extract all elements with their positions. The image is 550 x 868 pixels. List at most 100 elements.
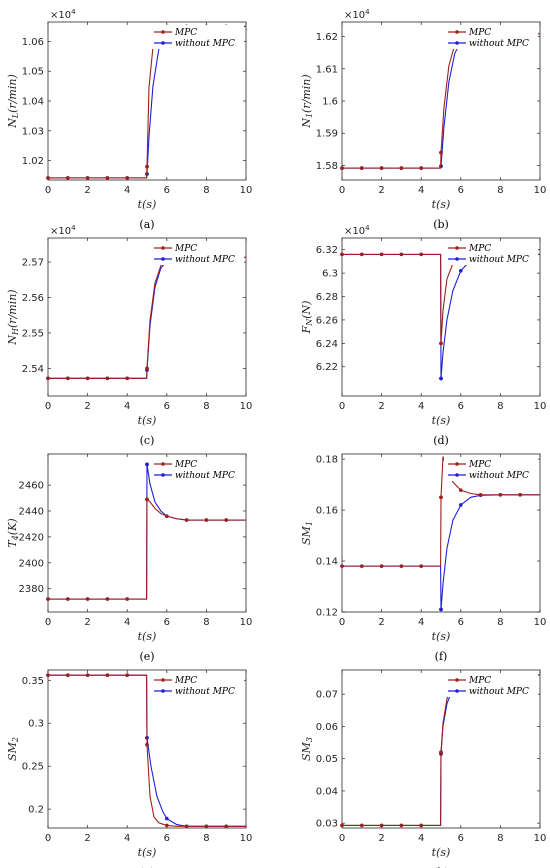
legend-entry: MPC [468,676,491,686]
data-point [439,150,443,155]
x-axis-label: t(s) [432,630,451,643]
data-point [379,252,384,257]
data-point [85,376,90,381]
x-tick-label: 4 [418,401,424,412]
data-point [125,376,129,381]
legend-entry: without MPC [175,687,235,697]
y-tick-label: 0.25 [22,762,44,773]
x-tick-label: 8 [203,617,209,628]
x-axis-label: t(s) [138,846,157,859]
legend-box [150,457,244,481]
data-point [360,564,364,568]
y-tick-label: 6.24 [316,339,338,350]
data-point [145,742,149,747]
y-tick-label: 2380 [19,584,44,595]
x-tick-label: 8 [497,833,503,844]
data-point [459,503,463,507]
y-tick-label: 2460 [19,481,44,492]
panel-label: (d) [433,434,449,447]
x-tick-label: 6 [164,401,170,412]
data-point [184,824,189,829]
y-tick-label: 1.59 [316,129,338,140]
series-line-mpc [48,498,246,600]
x-axis-label: t(s) [432,414,451,427]
data-point [399,564,404,568]
x-tick-label: 0 [45,833,51,844]
x-tick-label: 0 [339,185,345,196]
chart-panel-h: 0 2 4 6 8 10 0.03 0.04 0.05 0.06 0.07 t(s) SM3 (h) MPC… [300,669,546,868]
x-tick-label: 2 [378,833,384,844]
data-point [85,176,90,180]
series-line-mpc [342,456,540,567]
data-point [360,823,364,828]
data-point [125,673,129,677]
data-point [46,673,50,677]
data-point [105,673,110,677]
legend-swatch-marker [161,462,165,466]
x-tick-label: 2 [378,617,384,628]
x-tick-label: 0 [45,185,51,196]
x-tick-label: 4 [418,185,424,196]
y-tick-label: 2420 [19,532,44,543]
data-point [379,166,384,170]
data-point [66,597,70,601]
legend-box [150,241,244,265]
x-tick-label: 0 [339,617,345,628]
legend-box [150,25,244,49]
x-tick-label: 10 [534,401,547,412]
x-tick-label: 8 [203,833,209,844]
legend-entry: MPC [174,676,197,686]
x-tick-label: 0 [45,617,51,628]
chart-panel-g: 0 2 4 6 8 10 0.2 0.25 0.3 0.35 t(s) SM2 (g) MPCwithou… [6,669,252,868]
y-tick-label: 2.54 [22,364,44,375]
x-tick-label: 4 [124,617,130,628]
x-tick-label: 2 [84,617,90,628]
y-axis-label: T4(K) [6,518,20,547]
data-point [439,376,443,381]
x-tick-label: 6 [458,833,464,844]
legend-entry: MPC [468,28,491,38]
legend-entry: MPC [174,460,197,470]
data-point [379,564,384,568]
x-tick-label: 2 [84,833,90,844]
data-point [439,607,443,612]
chart-panel-c: 0 2 4 6 8 10 2.54 2.55 2.56 2.57 ×104 t(s) NH(r/min)… [6,224,252,447]
y-tick-label: 0.16 [316,506,338,517]
data-point [439,750,443,755]
y-tick-label: 0.12 [316,608,338,619]
y-tick-label: 0.14 [316,557,338,568]
y-tick-label: 1.58 [316,161,338,172]
y-axis-label: NH(r/min) [6,289,20,345]
x-tick-label: 4 [124,833,130,844]
data-point [125,176,129,180]
data-point [46,597,50,601]
x-axis-label: t(s) [138,630,157,643]
chart-panel-a: 0 2 4 6 8 10 1.02 1.03 1.04 1.05 1.06 ×104 t(s) NL(r/… [6,8,252,231]
panel-label: (h) [433,866,449,868]
legend-swatch-marker [161,41,165,45]
legend-entry: without MPC [175,39,235,49]
data-point [459,268,463,273]
legend-swatch-marker [161,678,165,682]
x-tick-label: 8 [497,401,503,412]
y-tick-label: 1.04 [22,97,44,108]
chart-panel-f: 0 2 4 6 8 10 0.12 0.14 0.16 0.18 t(s) SM1 (f) MPCwith… [300,453,546,663]
data-point [224,518,228,522]
data-point [184,518,189,522]
y-tick-label: 0.05 [316,754,338,765]
data-point [399,823,404,828]
data-point [399,252,404,257]
data-point [459,488,463,492]
y-axis-label: SM1 [300,521,314,545]
x-tick-label: 10 [240,401,253,412]
chart-panel-d: 0 2 4 6 8 10 6.22 6.24 6.26 6.28 6.3 6.32 ×104 t(s) FN… [300,224,546,447]
data-point [105,376,110,381]
y-tick-label: 1.03 [22,126,44,137]
data-point [46,376,50,381]
y-tick-label: 1.02 [22,156,44,167]
data-point [224,824,228,829]
x-tick-label: 4 [124,185,130,196]
legend-box [150,673,244,697]
